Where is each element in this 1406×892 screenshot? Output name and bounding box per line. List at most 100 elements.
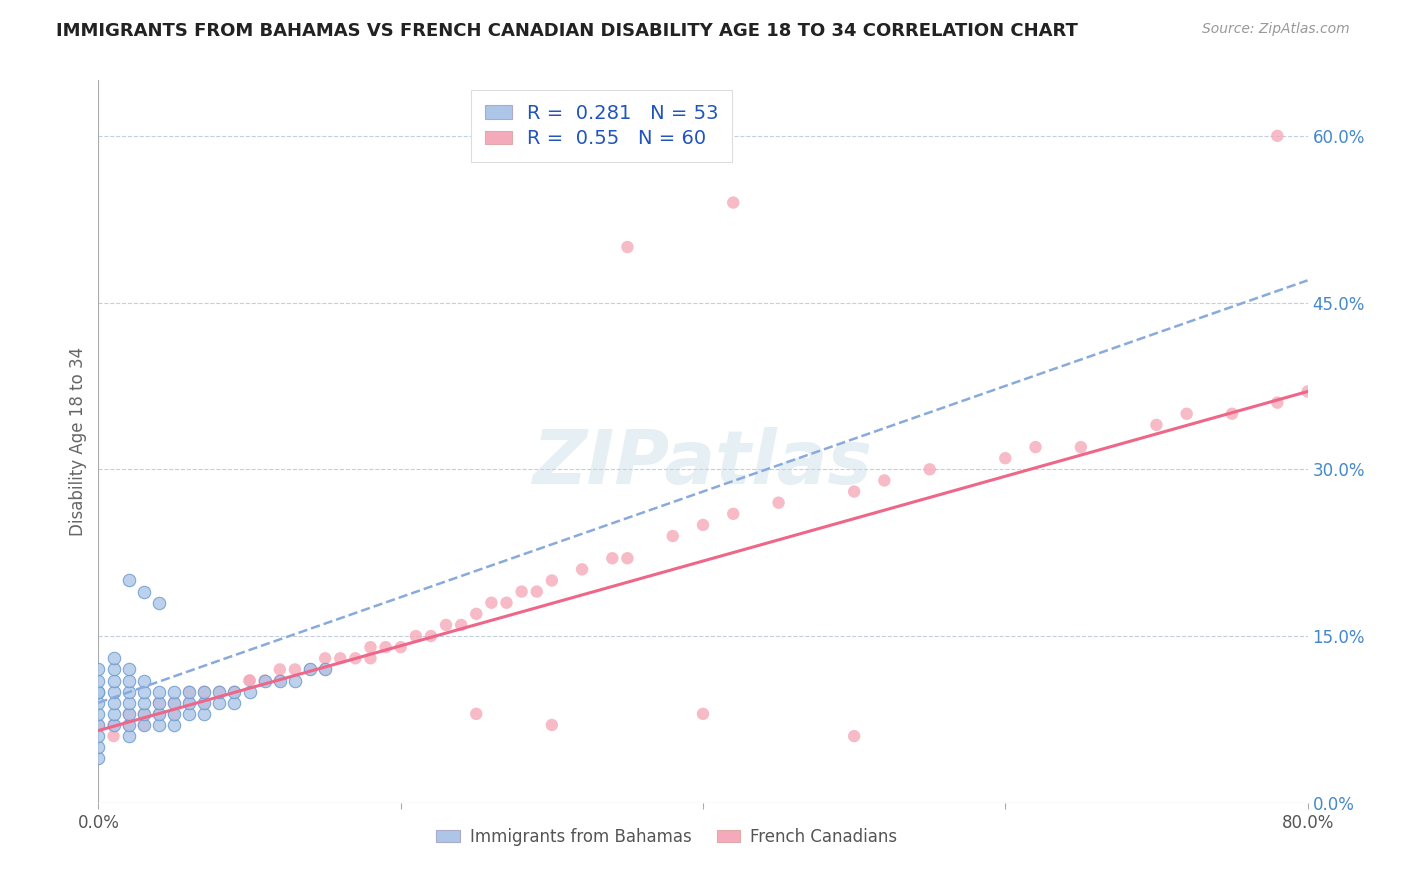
Point (103, 729, 125, 743)
Point (87, 673, 110, 688)
Point (118, 718, 141, 732)
Point (224, 696, 246, 710)
Point (87, 684, 110, 698)
Point (87, 706, 110, 721)
Point (179, 684, 201, 698)
Point (179, 696, 201, 710)
Point (602, 551, 624, 566)
Point (284, 673, 307, 688)
Point (420, 629, 443, 643)
Point (465, 706, 488, 721)
Point (103, 696, 125, 710)
Point (844, 729, 866, 743)
Point (148, 596, 170, 610)
Point (465, 607, 488, 621)
Point (87, 740, 110, 755)
Point (284, 662, 307, 676)
Point (148, 706, 170, 721)
Point (193, 684, 215, 698)
Text: Source: ZipAtlas.com: Source: ZipAtlas.com (1202, 22, 1350, 37)
Point (118, 574, 141, 588)
Point (118, 706, 141, 721)
Point (405, 629, 427, 643)
Point (253, 673, 276, 688)
Text: IMMIGRANTS FROM BAHAMAS VS FRENCH CANADIAN DISABILITY AGE 18 TO 34 CORRELATION C: IMMIGRANTS FROM BAHAMAS VS FRENCH CANADI… (56, 22, 1078, 40)
Legend: Immigrants from Bahamas, French Canadians: Immigrants from Bahamas, French Canadian… (430, 821, 904, 852)
Point (994, 451, 1017, 466)
Point (118, 684, 141, 698)
Point (103, 706, 125, 721)
Point (873, 474, 896, 488)
Point (132, 696, 155, 710)
Point (118, 662, 141, 676)
Point (193, 706, 215, 721)
Point (208, 684, 231, 698)
Point (103, 718, 125, 732)
Point (1267, 128, 1289, 143)
Point (540, 718, 562, 732)
Point (118, 718, 141, 732)
Point (360, 640, 382, 655)
Point (224, 684, 246, 698)
Point (87, 718, 110, 732)
Point (374, 640, 396, 655)
Point (360, 651, 382, 665)
Point (132, 718, 155, 732)
Point (571, 562, 593, 576)
Point (87, 718, 110, 732)
Point (87, 729, 110, 743)
Point (103, 718, 125, 732)
Point (87, 751, 110, 765)
Point (434, 618, 457, 632)
Point (179, 706, 201, 721)
Point (148, 696, 170, 710)
Point (616, 551, 638, 566)
Point (118, 706, 141, 721)
Point (163, 718, 186, 732)
Point (344, 651, 367, 665)
Point (1220, 407, 1243, 421)
Point (239, 684, 262, 698)
Point (179, 684, 201, 698)
Point (103, 673, 125, 688)
Point (1070, 440, 1092, 454)
Point (723, 195, 745, 210)
Point (239, 673, 262, 688)
Point (510, 584, 533, 599)
Point (163, 684, 186, 698)
Point (118, 729, 141, 743)
Point (481, 596, 503, 610)
Point (87, 684, 110, 698)
Point (314, 662, 336, 676)
Point (193, 684, 215, 698)
Point (132, 706, 155, 721)
Point (692, 706, 714, 721)
Point (540, 574, 562, 588)
Point (495, 596, 517, 610)
Point (193, 696, 215, 710)
Point (163, 706, 186, 721)
Point (148, 706, 170, 721)
Point (87, 696, 110, 710)
Point (253, 673, 276, 688)
Point (163, 696, 186, 710)
Point (118, 673, 141, 688)
Point (148, 718, 170, 732)
Point (208, 696, 231, 710)
Point (132, 718, 155, 732)
Point (314, 651, 336, 665)
Point (163, 696, 186, 710)
Point (163, 706, 186, 721)
Point (844, 484, 866, 499)
Point (723, 507, 745, 521)
Point (314, 662, 336, 676)
Point (269, 673, 291, 688)
Point (118, 696, 141, 710)
Point (103, 684, 125, 698)
Point (918, 462, 941, 476)
Point (103, 651, 125, 665)
Point (389, 640, 412, 655)
Y-axis label: Disability Age 18 to 34: Disability Age 18 to 34 (69, 347, 87, 536)
Point (87, 662, 110, 676)
Point (224, 684, 246, 698)
